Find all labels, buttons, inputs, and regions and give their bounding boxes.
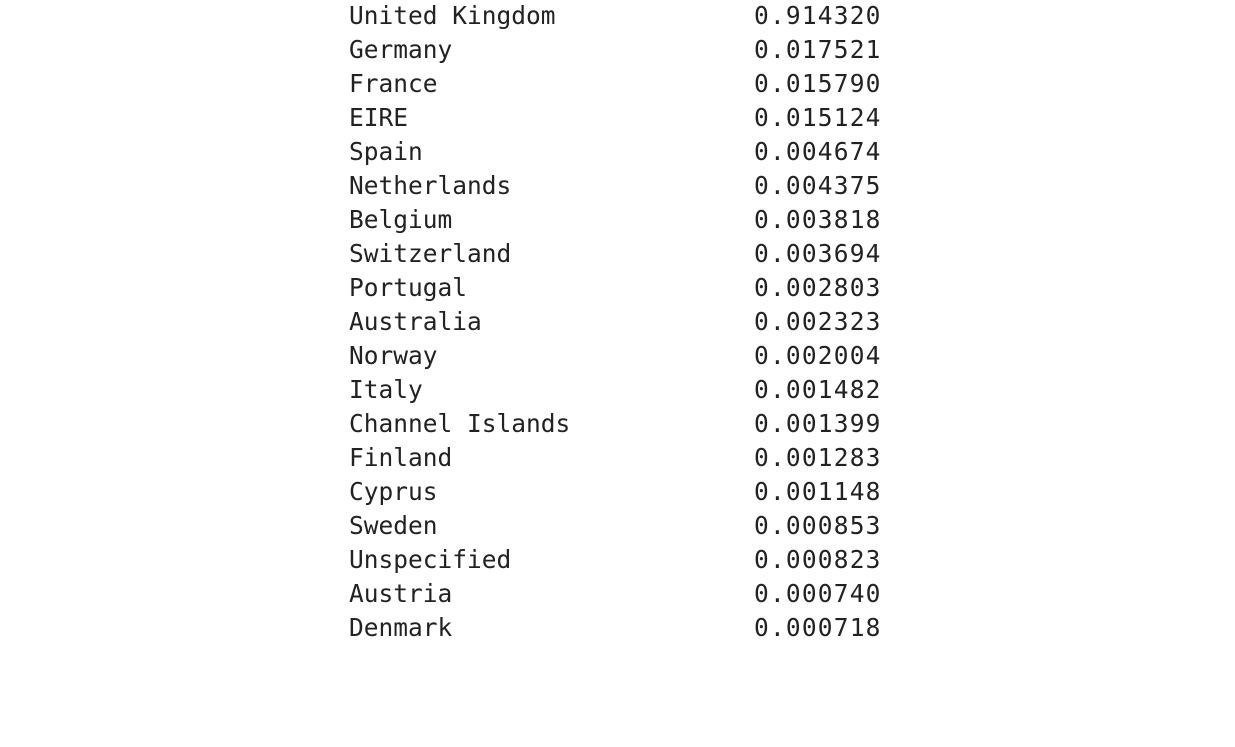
proportion-value: 0.002323 [754, 307, 882, 336]
proportion-value: 0.002803 [754, 273, 882, 302]
output-row: Finland 0.001283 [349, 441, 909, 475]
country-label: Spain [349, 137, 423, 166]
country-label: United Kingdom [349, 1, 556, 30]
proportion-value: 0.001148 [754, 477, 882, 506]
output-row: Channel Islands 0.001399 [349, 407, 909, 441]
output-row: Netherlands 0.004375 [349, 169, 909, 203]
country-label: Belgium [349, 205, 453, 234]
output-row: Germany 0.017521 [349, 33, 909, 67]
country-label: EIRE [349, 103, 409, 132]
proportion-value: 0.001399 [754, 409, 882, 438]
proportion-value: 0.002004 [754, 341, 882, 370]
country-label: Germany [349, 35, 453, 64]
proportion-value: 0.004674 [754, 137, 882, 166]
country-label: Denmark [349, 613, 453, 642]
output-row: Cyprus 0.001148 [349, 475, 909, 509]
country-label: Switzerland [349, 239, 512, 268]
country-label: Cyprus [349, 477, 438, 506]
output-row: Austria 0.000740 [349, 577, 909, 611]
country-label: Sweden [349, 511, 438, 540]
proportion-value: 0.015790 [754, 69, 882, 98]
country-label: Unspecified [349, 545, 512, 574]
country-label: Netherlands [349, 171, 512, 200]
country-label: Finland [349, 443, 453, 472]
country-label: Australia [349, 307, 482, 336]
series-output: United Kingdom 0.914320 Germany 0.017521… [349, 0, 909, 645]
output-row: Belgium 0.003818 [349, 203, 909, 237]
proportion-value: 0.015124 [754, 103, 882, 132]
proportion-value: 0.001482 [754, 375, 882, 404]
output-row: Italy 0.001482 [349, 373, 909, 407]
country-label: Channel Islands [349, 409, 571, 438]
proportion-value: 0.000740 [754, 579, 882, 608]
output-row: Norway 0.002004 [349, 339, 909, 373]
output-row: Australia 0.002323 [349, 305, 909, 339]
proportion-value: 0.000718 [754, 613, 882, 642]
output-row: EIRE 0.015124 [349, 101, 909, 135]
output-row: Unspecified 0.000823 [349, 543, 909, 577]
proportion-value: 0.000823 [754, 545, 882, 574]
country-label: Italy [349, 375, 423, 404]
proportion-value: 0.003694 [754, 239, 882, 268]
output-row: United Kingdom 0.914320 [349, 0, 909, 33]
output-row: France 0.015790 [349, 67, 909, 101]
proportion-value: 0.004375 [754, 171, 882, 200]
output-row: Spain 0.004674 [349, 135, 909, 169]
output-row: Denmark 0.000718 [349, 611, 909, 645]
proportion-value: 0.001283 [754, 443, 882, 472]
proportion-value: 0.017521 [754, 35, 882, 64]
proportion-value: 0.914320 [754, 1, 882, 30]
proportion-value: 0.003818 [754, 205, 882, 234]
country-label: Portugal [349, 273, 468, 302]
country-label: Austria [349, 579, 453, 608]
proportion-value: 0.000853 [754, 511, 882, 540]
output-row: Sweden 0.000853 [349, 509, 909, 543]
output-row: Portugal 0.002803 [349, 271, 909, 305]
country-label: France [349, 69, 438, 98]
country-label: Norway [349, 341, 438, 370]
output-row: Switzerland 0.003694 [349, 237, 909, 271]
